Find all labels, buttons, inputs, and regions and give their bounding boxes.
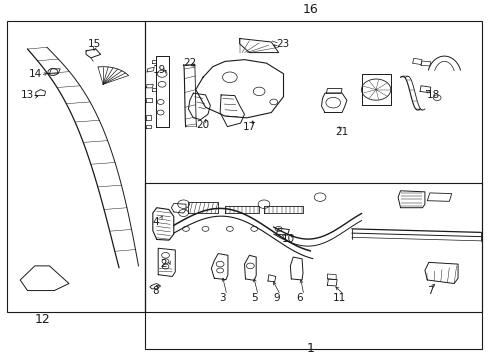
Text: 2: 2	[161, 259, 167, 269]
Text: 5: 5	[250, 293, 257, 303]
Text: 23: 23	[275, 40, 288, 49]
Text: 8: 8	[152, 285, 159, 296]
Text: 6: 6	[295, 293, 302, 303]
Bar	[144, 21, 482, 312]
Text: 12: 12	[34, 313, 50, 326]
Text: 15: 15	[88, 39, 101, 49]
Text: 9: 9	[272, 293, 279, 303]
Text: 20: 20	[196, 120, 209, 130]
Text: 22: 22	[183, 58, 196, 68]
Text: 17: 17	[242, 122, 256, 132]
Text: 3: 3	[219, 293, 225, 303]
Text: 10: 10	[281, 234, 294, 244]
Text: 7: 7	[427, 285, 433, 296]
Text: 16: 16	[302, 3, 318, 15]
Bar	[6, 21, 144, 312]
Text: 13: 13	[21, 90, 34, 100]
Bar	[144, 183, 482, 349]
Text: 4: 4	[152, 217, 159, 227]
Text: 14: 14	[29, 69, 42, 79]
Text: 1: 1	[306, 342, 314, 355]
Text: 18: 18	[426, 90, 439, 100]
Text: 11: 11	[332, 293, 346, 303]
Text: 21: 21	[335, 127, 348, 137]
Text: 19: 19	[152, 65, 165, 75]
